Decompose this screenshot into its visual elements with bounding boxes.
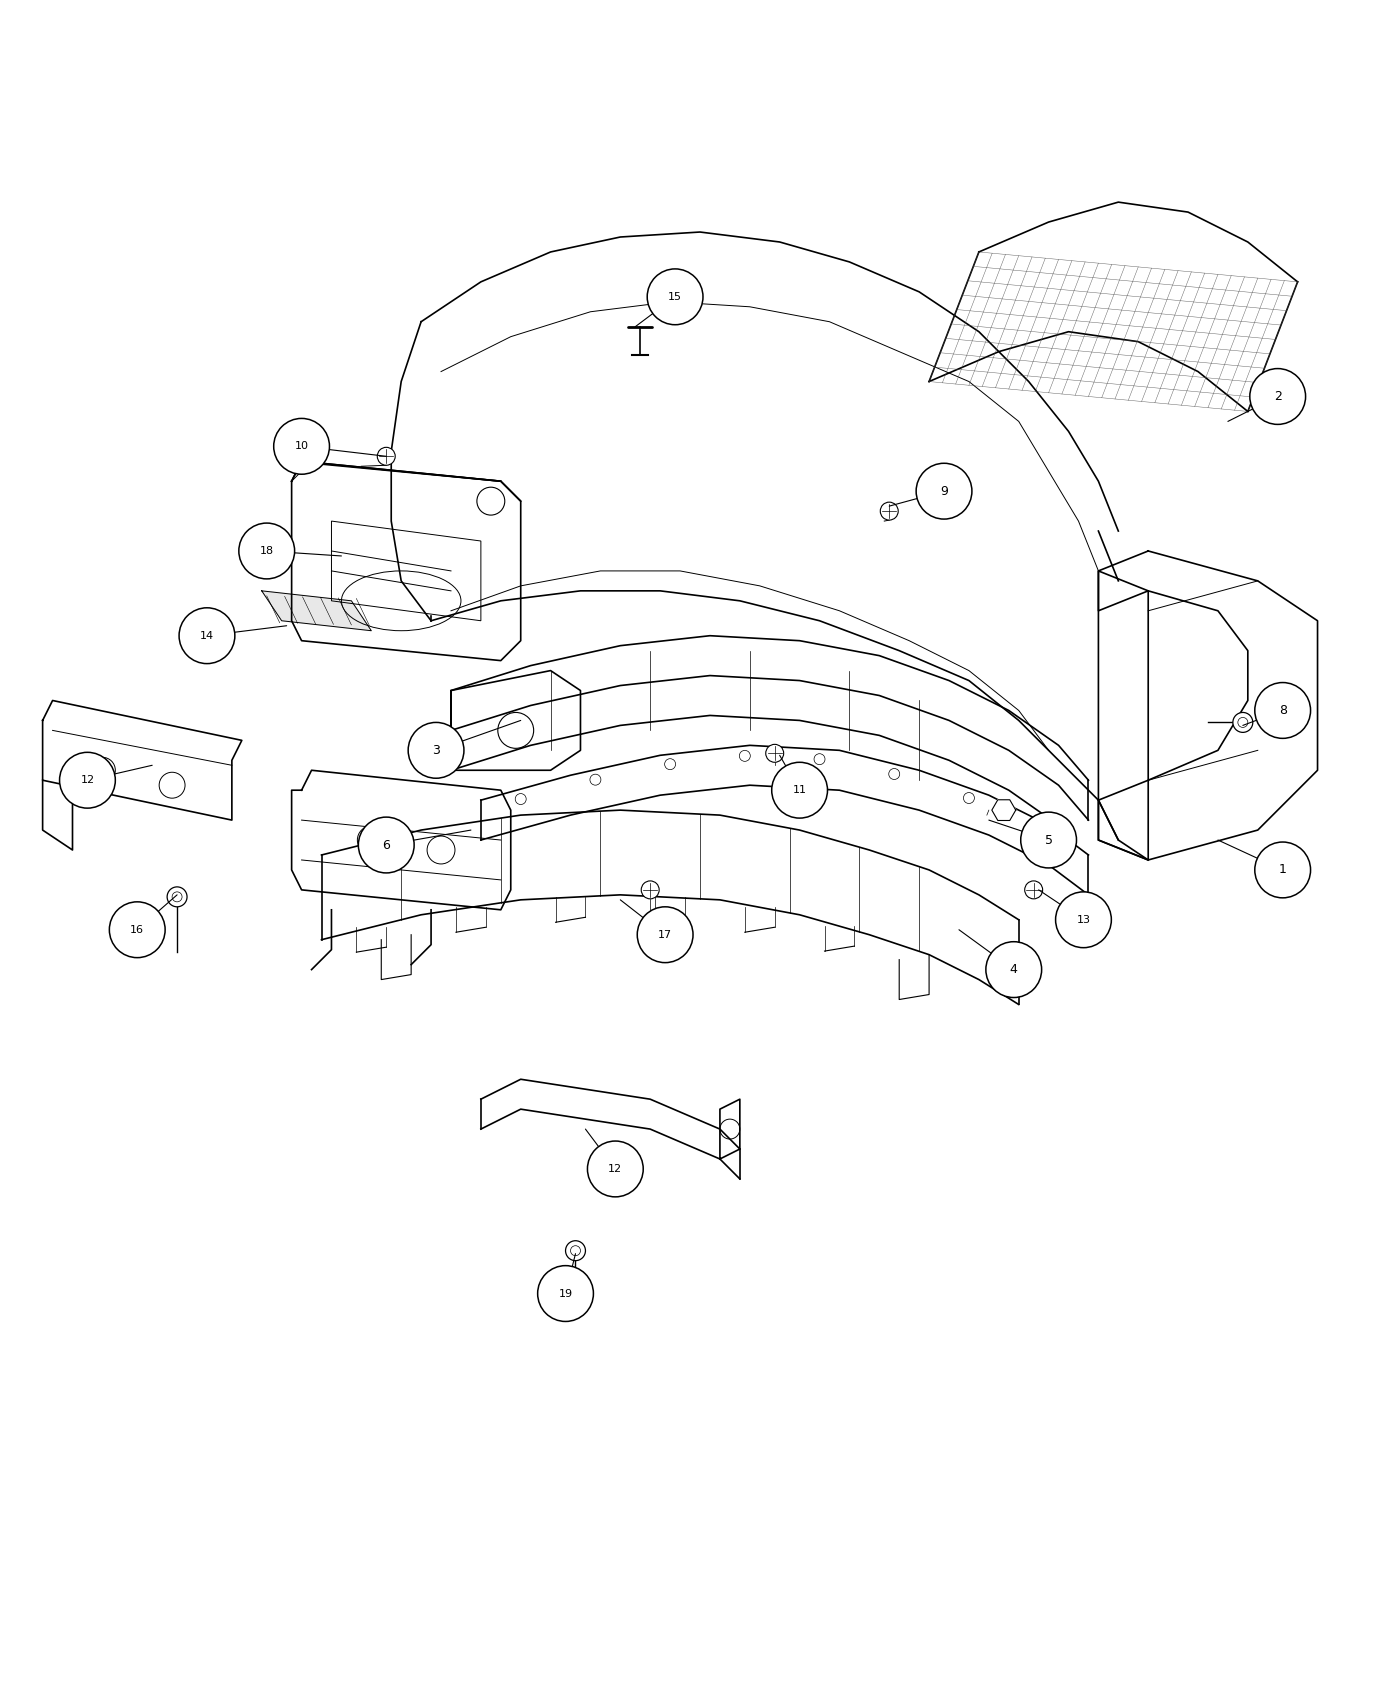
Text: 2: 2	[1274, 389, 1281, 403]
Circle shape	[641, 881, 659, 899]
Circle shape	[1250, 369, 1306, 425]
Text: 10: 10	[294, 442, 308, 450]
Circle shape	[273, 418, 329, 474]
Circle shape	[647, 269, 703, 325]
Circle shape	[1254, 842, 1310, 898]
Text: 13: 13	[1077, 915, 1091, 925]
Text: 12: 12	[80, 775, 95, 785]
Circle shape	[881, 502, 899, 520]
Text: 14: 14	[200, 631, 214, 641]
Text: 11: 11	[792, 785, 806, 796]
Text: 17: 17	[658, 930, 672, 940]
Text: 5: 5	[1044, 833, 1053, 847]
Circle shape	[358, 818, 414, 872]
Circle shape	[239, 524, 294, 580]
Text: 12: 12	[608, 1164, 623, 1175]
Circle shape	[986, 942, 1042, 998]
Circle shape	[409, 722, 463, 779]
Circle shape	[109, 901, 165, 957]
Text: 6: 6	[382, 838, 391, 852]
Text: 3: 3	[433, 745, 440, 756]
Circle shape	[588, 1141, 643, 1197]
Text: 18: 18	[259, 546, 274, 556]
Circle shape	[771, 762, 827, 818]
Circle shape	[1056, 892, 1112, 947]
Text: 16: 16	[130, 925, 144, 935]
Polygon shape	[991, 799, 1016, 821]
Circle shape	[637, 906, 693, 962]
Circle shape	[179, 609, 235, 663]
Text: 9: 9	[939, 484, 948, 498]
Circle shape	[1021, 813, 1077, 869]
Text: 15: 15	[668, 292, 682, 303]
Text: 1: 1	[1278, 864, 1287, 877]
Text: 4: 4	[1009, 964, 1018, 976]
Text: 8: 8	[1278, 704, 1287, 717]
Circle shape	[377, 447, 395, 466]
Circle shape	[1254, 682, 1310, 738]
Circle shape	[60, 753, 115, 808]
Text: 19: 19	[559, 1289, 573, 1299]
Circle shape	[538, 1265, 594, 1321]
Circle shape	[167, 887, 188, 906]
Circle shape	[1233, 712, 1253, 733]
Circle shape	[916, 464, 972, 518]
Circle shape	[766, 745, 784, 762]
Polygon shape	[262, 592, 371, 631]
Circle shape	[566, 1241, 585, 1261]
Circle shape	[1025, 881, 1043, 899]
